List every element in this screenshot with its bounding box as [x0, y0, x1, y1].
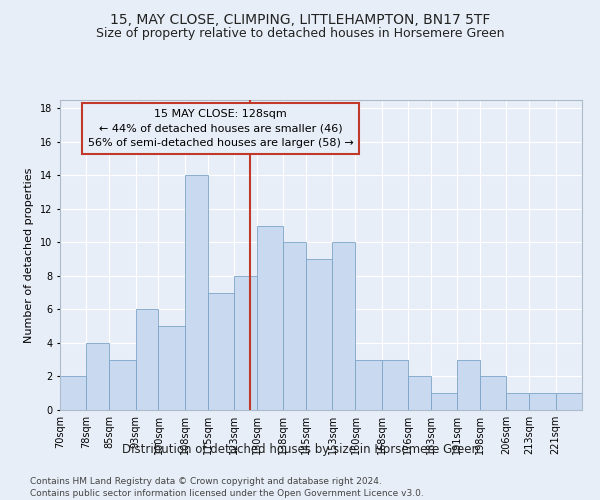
Text: 15 MAY CLOSE: 128sqm
← 44% of detached houses are smaller (46)
56% of semi-detac: 15 MAY CLOSE: 128sqm ← 44% of detached h…: [88, 108, 354, 148]
Bar: [109, 360, 136, 410]
Bar: [408, 376, 431, 410]
Bar: [457, 360, 480, 410]
Bar: [480, 376, 506, 410]
Text: 15, MAY CLOSE, CLIMPING, LITTLEHAMPTON, BN17 5TF: 15, MAY CLOSE, CLIMPING, LITTLEHAMPTON, …: [110, 12, 490, 26]
Y-axis label: Number of detached properties: Number of detached properties: [25, 168, 34, 342]
Bar: [86, 343, 109, 410]
Bar: [185, 176, 208, 410]
Text: Distribution of detached houses by size in Horsemere Green: Distribution of detached houses by size …: [121, 442, 479, 456]
Text: Contains HM Land Registry data © Crown copyright and database right 2024.: Contains HM Land Registry data © Crown c…: [30, 478, 382, 486]
Bar: [556, 393, 582, 410]
Bar: [158, 326, 185, 410]
Bar: [529, 393, 556, 410]
Bar: [283, 242, 306, 410]
Bar: [431, 393, 457, 410]
Bar: [257, 226, 283, 410]
Bar: [60, 376, 86, 410]
Bar: [382, 360, 408, 410]
Text: Contains public sector information licensed under the Open Government Licence v3: Contains public sector information licen…: [30, 489, 424, 498]
Bar: [208, 292, 234, 410]
Bar: [306, 259, 332, 410]
Bar: [136, 310, 158, 410]
Bar: [234, 276, 257, 410]
Bar: [506, 393, 529, 410]
Bar: [332, 242, 355, 410]
Text: Size of property relative to detached houses in Horsemere Green: Size of property relative to detached ho…: [96, 28, 504, 40]
Bar: [355, 360, 382, 410]
